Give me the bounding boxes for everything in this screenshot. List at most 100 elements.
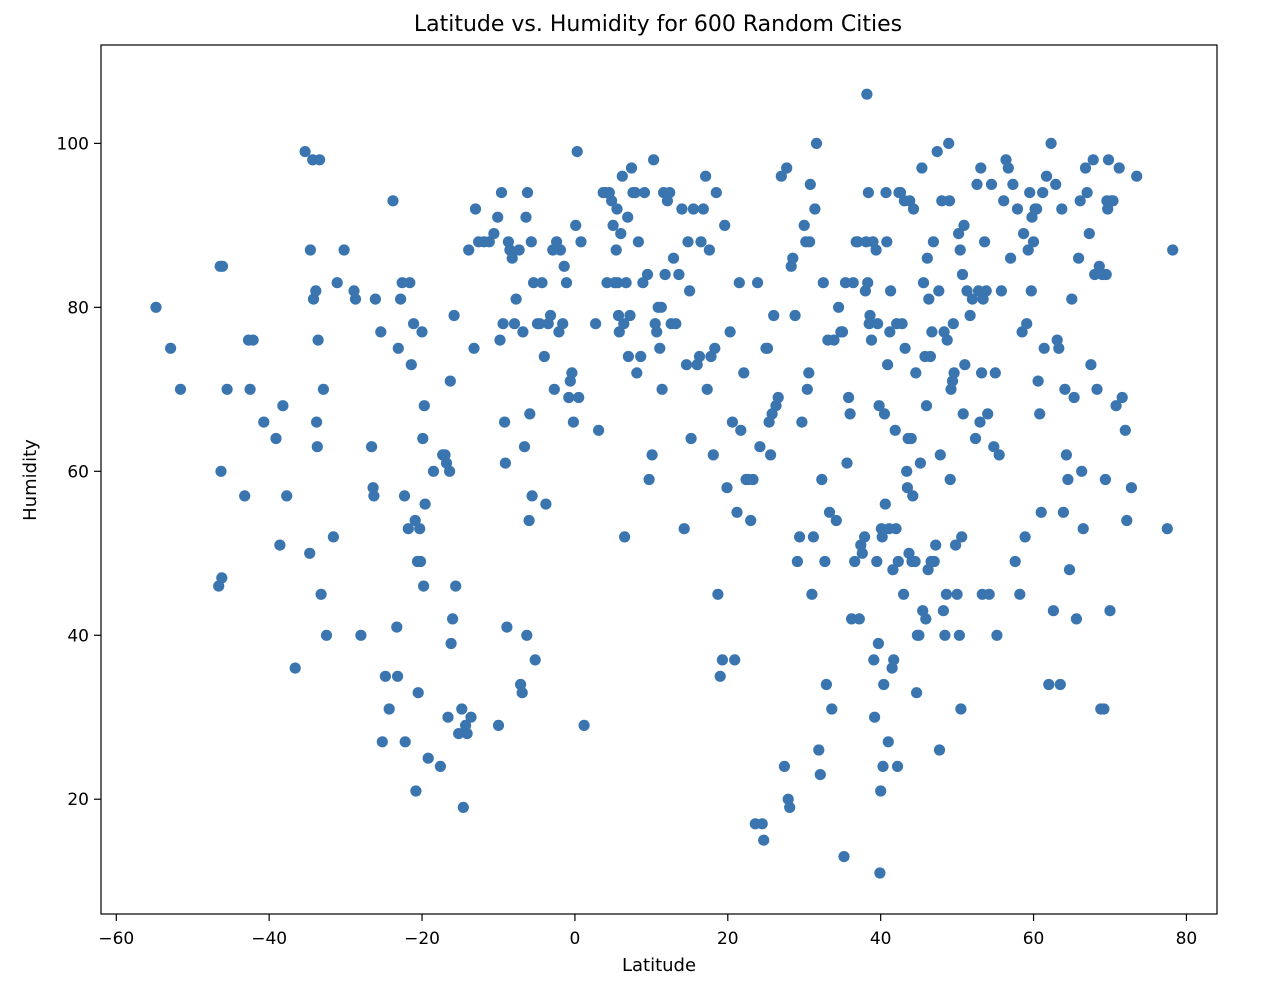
data-point [289, 662, 301, 674]
data-point [1102, 154, 1115, 166]
data-point [710, 187, 722, 199]
data-point [422, 752, 434, 764]
data-point [916, 162, 928, 174]
data-point [813, 744, 825, 756]
data-point [933, 285, 945, 297]
data-point [554, 244, 567, 256]
data-point [304, 244, 316, 256]
data-point [820, 678, 833, 691]
data-point [989, 367, 1001, 379]
data-point [853, 613, 865, 625]
data-point [215, 465, 227, 477]
data-point [461, 728, 473, 740]
data-point [826, 703, 838, 715]
data-point [366, 441, 378, 453]
data-point [566, 367, 578, 379]
data-point [747, 473, 759, 486]
data-point [1087, 154, 1099, 166]
data-point [408, 318, 420, 330]
data-point [1016, 326, 1028, 338]
data-point [911, 687, 923, 699]
data-point [950, 539, 962, 551]
data-point [768, 309, 780, 322]
data-point [558, 260, 570, 272]
data-point [882, 359, 894, 371]
data-point [969, 432, 982, 445]
data-point [506, 252, 518, 264]
data-point [684, 285, 696, 297]
data-point [492, 719, 505, 732]
data-point [884, 326, 896, 338]
data-point [221, 383, 233, 395]
x-tick-label: 60 [1023, 929, 1045, 949]
data-point [391, 621, 403, 633]
data-point [878, 408, 891, 420]
data-point [865, 334, 878, 346]
data-point [687, 203, 700, 215]
data-point [988, 441, 1000, 453]
data-point [563, 391, 575, 404]
data-point [524, 408, 536, 420]
data-point [488, 228, 500, 240]
data-point [1037, 187, 1049, 199]
data-point [726, 416, 739, 428]
y-tick-label: 80 [67, 298, 89, 318]
data-point [375, 326, 387, 338]
data-point [846, 613, 858, 625]
data-point [724, 326, 736, 338]
data-point [575, 236, 587, 248]
data-point [872, 318, 884, 330]
data-point [875, 785, 887, 797]
data-point [859, 531, 871, 543]
data-point [979, 236, 991, 248]
data-point [876, 531, 888, 543]
data-point [673, 268, 685, 281]
data-point [1074, 195, 1086, 207]
x-tick-label: −60 [98, 929, 134, 949]
data-point [383, 703, 395, 715]
data-point [1034, 408, 1046, 420]
data-point [494, 334, 506, 346]
data-point [664, 187, 676, 199]
data-point [299, 146, 311, 158]
data-point [920, 613, 932, 625]
data-point [765, 449, 777, 461]
data-point [931, 146, 943, 158]
data-point [775, 170, 787, 182]
data-point [1047, 605, 1059, 617]
data-point [959, 359, 971, 371]
data-point [709, 342, 721, 354]
data-point [416, 326, 428, 338]
data-point [1024, 187, 1036, 199]
data-point [165, 342, 177, 354]
x-tick-label: −20 [404, 929, 440, 949]
data-point [1110, 400, 1122, 412]
data-point [781, 162, 793, 174]
data-point [355, 629, 367, 641]
data-point [655, 301, 667, 313]
data-point [954, 244, 966, 256]
data-point [801, 383, 813, 395]
data-point [410, 785, 422, 797]
data-point [761, 342, 774, 354]
data-point [712, 588, 724, 600]
data-point [889, 424, 901, 436]
data-point [483, 236, 495, 248]
data-point [685, 432, 697, 445]
data-point [882, 736, 894, 748]
data-point [516, 687, 528, 699]
data-point [368, 490, 380, 502]
data-point [804, 236, 816, 248]
data-point [317, 383, 329, 395]
data-point [1063, 564, 1076, 576]
data-point [419, 498, 431, 510]
data-point [651, 326, 663, 338]
data-point [427, 465, 440, 477]
data-point [611, 203, 623, 215]
y-tick-label: 20 [67, 790, 89, 810]
data-point [844, 408, 856, 420]
data-point [752, 277, 764, 289]
data-point [803, 367, 815, 379]
data-point [314, 154, 326, 166]
data-point [856, 547, 868, 559]
